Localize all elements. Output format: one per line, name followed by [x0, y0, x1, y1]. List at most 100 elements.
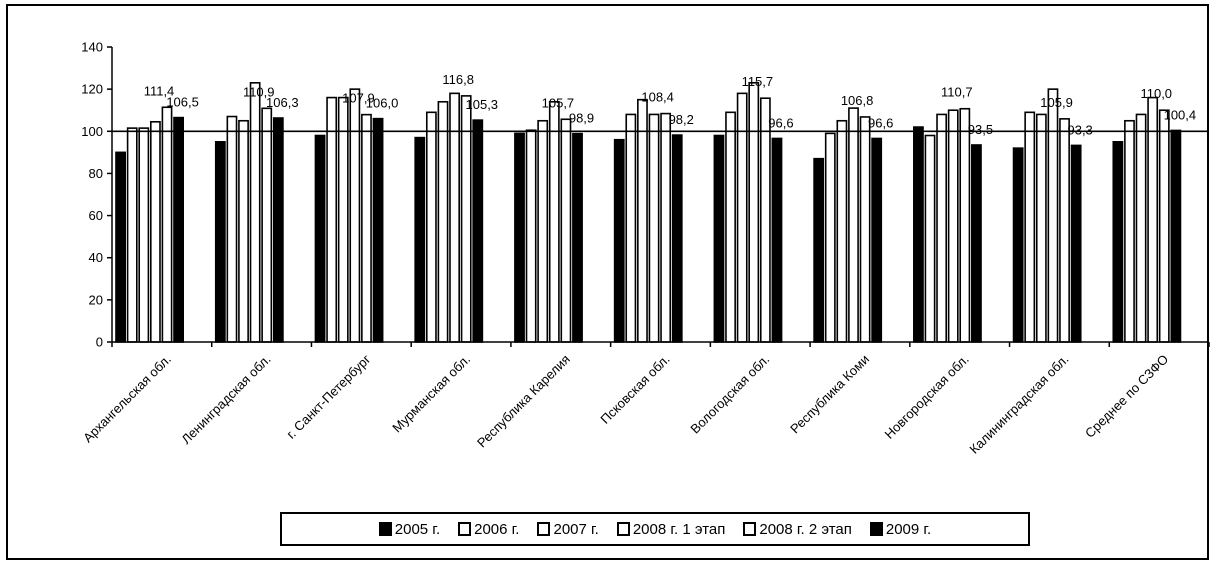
bar: [1059, 118, 1070, 343]
bar: [214, 141, 226, 343]
legend-item: 2006 г.: [458, 521, 519, 538]
legend-swatch: [616, 522, 630, 536]
x-tick-label: Новгородская обл.: [882, 352, 972, 442]
legend-label: 2008 г. 1 этап: [632, 520, 726, 538]
legend-label: 2009 г.: [885, 520, 932, 538]
value-label: 100,4: [1164, 107, 1197, 122]
bar: [836, 119, 848, 343]
bar: [748, 82, 760, 343]
bar: [460, 95, 472, 343]
value-label: 111,4: [144, 83, 175, 98]
chart-frame: [6, 4, 1209, 560]
bar: [1135, 113, 1147, 343]
bar: [525, 129, 537, 343]
x-tick-label: Ленинградская обл.: [178, 352, 273, 447]
y-tick-label: 140: [81, 40, 103, 55]
bar: [1147, 96, 1159, 343]
bar: [414, 136, 426, 343]
legend-swatch: [458, 522, 472, 536]
value-label: 98,9: [569, 111, 594, 126]
bar: [425, 111, 437, 343]
bar: [226, 115, 238, 343]
x-tick-label: Среднее по СЗФО: [1082, 352, 1171, 441]
bar: [971, 144, 982, 343]
legend-label: 2008 г. 2 этап: [759, 520, 852, 538]
x-tick-label: Мурманская обл.: [389, 352, 473, 436]
value-label: 107,9: [342, 91, 375, 106]
legend-label: 2005 г.: [394, 520, 441, 538]
bar: [126, 127, 138, 343]
legend-label: 2006 г.: [474, 520, 520, 538]
bar: [1024, 111, 1036, 343]
legend-item: 2008 г. 2 этап: [743, 521, 852, 538]
legend-item: 2007 г.: [537, 520, 599, 538]
bar: [238, 119, 249, 343]
legend-label: 2007 г.: [553, 520, 599, 538]
legend: 2005 г. 2006 г. 2007 г. 2008 г. 1 этап 2…: [280, 512, 1030, 546]
bar: [472, 119, 484, 343]
bar: [560, 118, 572, 343]
bar: [1112, 141, 1124, 343]
legend-item: 2008 г. 1 этап: [616, 520, 726, 538]
bar: [138, 127, 150, 343]
value-label: 106,0: [366, 96, 399, 111]
value-label: 116,8: [442, 72, 474, 87]
legend-swatch: [378, 522, 392, 536]
y-tick-label: 100: [81, 124, 103, 139]
bar: [913, 126, 924, 343]
bar: [660, 112, 672, 343]
bar: [725, 111, 736, 343]
bar: [437, 100, 449, 343]
bar: [713, 134, 725, 343]
bar: [349, 88, 361, 343]
value-label: 93,5: [968, 122, 993, 137]
bar: [1012, 147, 1024, 343]
y-tick-label: 80: [89, 166, 103, 181]
legend-item: 2009 г.: [869, 520, 932, 538]
bar: [648, 113, 660, 343]
value-label: 106,5: [166, 95, 199, 110]
bar: [871, 137, 883, 343]
value-label: 105,3: [466, 97, 499, 112]
y-tick-label: 20: [89, 292, 103, 307]
bar: [150, 121, 161, 343]
bar: [936, 113, 948, 343]
value-label: 98,2: [669, 112, 694, 127]
bar: [572, 132, 583, 343]
bar: [947, 109, 959, 343]
y-tick-label: 120: [81, 82, 103, 97]
bar: [361, 113, 372, 343]
x-tick-label: Калининградская обл.: [966, 352, 1071, 457]
x-tick-label: г. Санкт-Петербург: [283, 351, 373, 441]
y-tick-label: 60: [89, 208, 103, 223]
bar: [1158, 109, 1170, 343]
bar: [813, 157, 825, 343]
bar: [924, 134, 936, 343]
bar: [548, 100, 560, 343]
bar: [372, 117, 384, 343]
x-tick-label: Республика Коми: [787, 352, 872, 437]
bar: [314, 134, 326, 343]
value-label: 105,7: [542, 95, 575, 110]
legend-swatch: [743, 522, 757, 536]
bar: [759, 97, 771, 343]
bar: [272, 117, 284, 343]
bar: [613, 138, 625, 343]
bar: [859, 116, 871, 343]
y-tick-label: 0: [96, 335, 103, 350]
bar: [249, 82, 261, 343]
x-tick-label: Республика Карелия: [474, 352, 573, 451]
bar: [326, 96, 338, 343]
bar: [173, 116, 184, 343]
value-label: 106,8: [841, 93, 874, 108]
x-tick-label: Архангельская обл.: [80, 352, 174, 446]
bar: [1124, 119, 1135, 343]
x-tick-label: Псковская обл.: [597, 352, 672, 427]
bar: [959, 107, 971, 343]
y-tick-label: 40: [89, 250, 103, 265]
bar: [337, 96, 349, 343]
legend-swatch: [869, 522, 883, 536]
bar: [848, 107, 859, 343]
